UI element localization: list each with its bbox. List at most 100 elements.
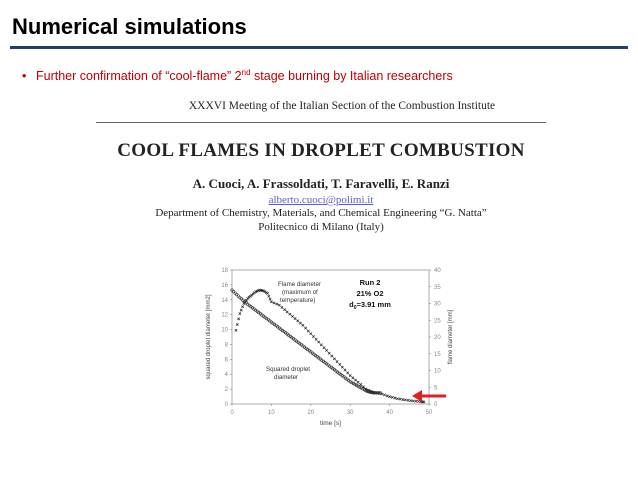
flame-cross-b (312, 335, 315, 338)
droplet-point (233, 291, 237, 295)
flame-cross-b (275, 302, 279, 306)
flame-cross-b (414, 399, 418, 403)
flame-point (280, 306, 284, 309)
flame-cross-b (422, 400, 426, 404)
flame-point (409, 399, 413, 403)
flame-point (293, 317, 297, 321)
flame-cross-b (354, 378, 358, 382)
paper-university: Politecnico di Milano (Italy) (258, 221, 384, 233)
flame-cross-b (291, 314, 294, 318)
flame-cross-b (260, 289, 264, 293)
flame-cross-b (351, 376, 355, 380)
flame-cross-b (338, 363, 342, 366)
flame-cross-b (369, 389, 373, 393)
droplet-chart: 0 10 20 30 40 5002468101214161805101520253035… (206, 268, 454, 427)
flame-point (241, 305, 245, 309)
y-right-axis-label: flame diameter [mm] (448, 309, 454, 364)
flame-point (325, 348, 329, 352)
flame-point (385, 394, 389, 398)
flame-point (382, 393, 386, 397)
flame-cross-b (306, 329, 310, 333)
flame-point (380, 392, 384, 396)
flame-point (411, 399, 415, 403)
flame-cross-b (367, 388, 371, 392)
flame-cross-b (346, 371, 350, 375)
flame-cross-b (343, 368, 347, 372)
y-right-tick-label: 5 (434, 385, 438, 391)
flame-cross-b (375, 391, 378, 395)
flame-point (390, 395, 394, 399)
flame-point (296, 319, 300, 323)
flame-cross-b (411, 399, 415, 403)
chart-labels: 0 10 20 30 40 5002468101214161805101520253035… (206, 268, 454, 427)
flame-point (237, 317, 241, 321)
flame-point (348, 374, 352, 377)
paper-email: alberto.cuoci@polimi.it (268, 194, 374, 206)
flame-cross-b (325, 348, 329, 352)
flame-point (396, 397, 399, 401)
chart-axes (230, 269, 431, 406)
flame-cross-b (335, 360, 339, 364)
y-right-tick-label: 30 (434, 302, 441, 308)
y-right-tick-label: 40 (434, 268, 441, 274)
chart-marks (230, 288, 446, 404)
flame-cross-b (235, 323, 239, 327)
flame-cross-b (393, 396, 397, 400)
flame-point (298, 321, 302, 325)
flame-point (401, 398, 405, 401)
o2-label: 21% O2 (356, 289, 383, 298)
flame-point (322, 346, 326, 350)
flame-cross-b (406, 398, 410, 402)
droplet-point (235, 292, 239, 297)
flame-point (239, 308, 243, 312)
droplet-point (350, 380, 354, 385)
flame-point (317, 340, 321, 344)
flame-point (332, 357, 336, 361)
flame-point (312, 335, 315, 338)
flame-cross-b (364, 387, 368, 391)
flame-point (268, 297, 272, 301)
flame-point (291, 314, 294, 318)
paper-title: COOL FLAMES IN DROPLET COMBUSTION (117, 140, 525, 161)
y-right-tick-label: 35 (434, 285, 441, 291)
flame-cross-b (330, 354, 334, 358)
flame-cross-b (269, 300, 273, 304)
flame-cross-b (380, 392, 384, 396)
flame-point (335, 360, 339, 364)
y-right-tick-label: 25 (434, 318, 441, 324)
droplet-point (353, 382, 357, 386)
flame-cross-b (266, 292, 269, 295)
flame-cross-b (296, 319, 300, 323)
flame-point (354, 378, 358, 382)
flame-point (301, 323, 305, 327)
y-left-tick-label: 10 (221, 328, 228, 334)
flame-point (414, 399, 418, 403)
y-left-tick-label: 4 (225, 372, 229, 378)
red-arrow-head (412, 390, 422, 402)
flame-cross-b (361, 385, 365, 389)
bullet-text-suffix: stage burning by Italian researchers (250, 69, 453, 84)
flame-cross-b (237, 317, 241, 321)
flame-point (388, 395, 392, 399)
y-left-tick-label: 8 (225, 342, 229, 348)
bullet-item: • Further confirmation of “cool-flame” 2n… (22, 68, 453, 83)
flame-cross-b (268, 297, 272, 301)
flame-point (275, 302, 279, 306)
flame-point (398, 397, 402, 401)
x-tick-label: 0 (230, 410, 234, 416)
flame-point (393, 396, 397, 400)
flame-cross-b (348, 374, 352, 377)
flame-point (288, 312, 292, 316)
flame-cross-b (396, 397, 399, 401)
flame-point (343, 368, 347, 372)
y-left-tick-label: 6 (225, 357, 229, 363)
flame-point (267, 294, 271, 298)
droplet-point (372, 391, 376, 395)
x-tick-label: 30 (347, 410, 354, 416)
y-right-tick-label: 15 (434, 352, 441, 358)
flame-cross-b (288, 312, 292, 316)
flame-cross-b (298, 321, 302, 325)
flame-point (327, 351, 331, 355)
flame-point (238, 312, 242, 315)
paper-authors: A. Cuoci, A. Frassoldati, T. Faravelli, … (192, 176, 450, 191)
